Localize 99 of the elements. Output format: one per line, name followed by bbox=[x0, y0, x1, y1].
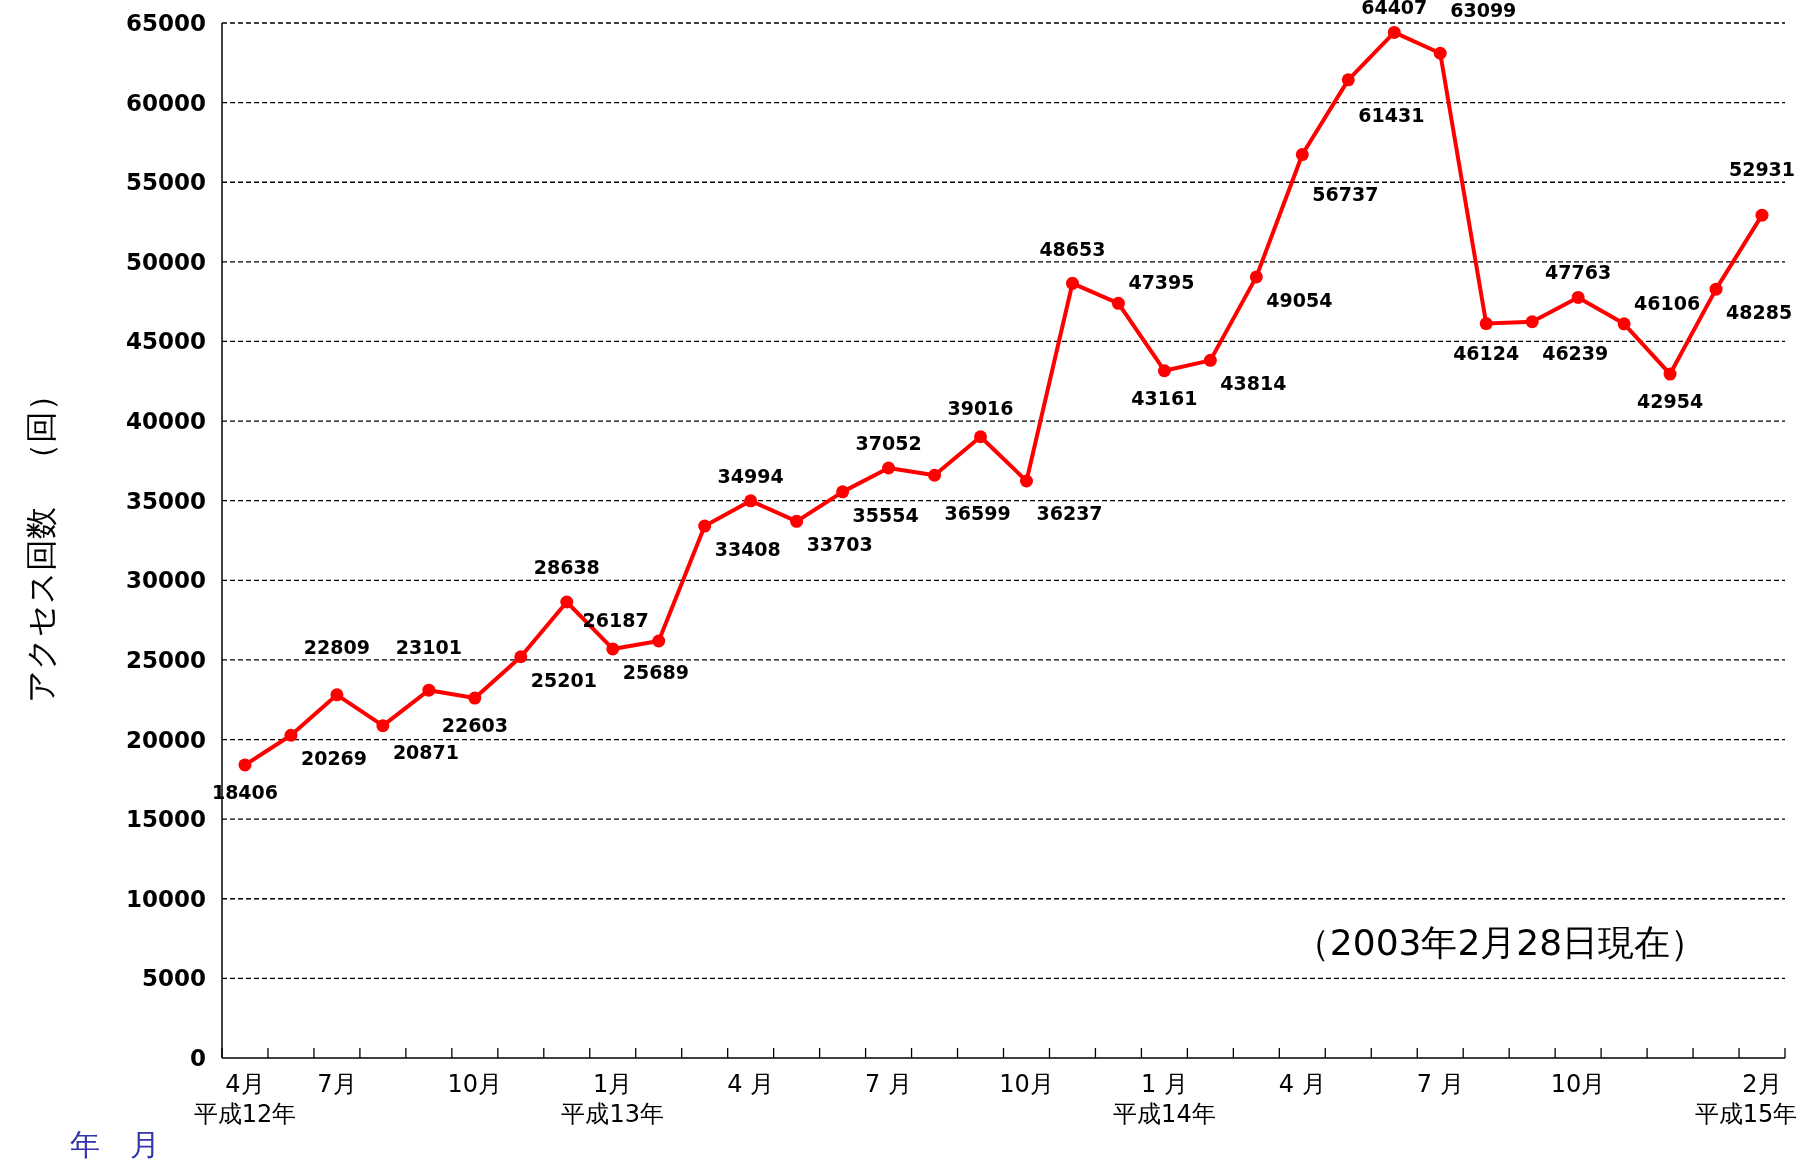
data-label: 43161 bbox=[1131, 386, 1198, 409]
data-label: 46239 bbox=[1542, 342, 1609, 365]
point bbox=[836, 485, 850, 499]
y-tick-label: 45000 bbox=[125, 328, 206, 355]
data-label: 34994 bbox=[717, 464, 784, 487]
point bbox=[882, 461, 896, 475]
data-label: 48285 bbox=[1726, 301, 1793, 324]
y-tick-label: 35000 bbox=[125, 487, 206, 514]
data-label: 35554 bbox=[852, 503, 919, 526]
x-tick-label: 2月 bbox=[1742, 1070, 1782, 1098]
text: 平成12年 bbox=[193, 1100, 297, 1128]
point bbox=[1755, 208, 1769, 222]
data-label: 33408 bbox=[714, 538, 781, 561]
data-label: 36237 bbox=[1036, 501, 1103, 524]
point bbox=[698, 519, 712, 533]
y-tick-label: 65000 bbox=[125, 10, 206, 36]
text: 平成13年 bbox=[561, 1100, 665, 1128]
point bbox=[1709, 282, 1723, 296]
point bbox=[1433, 46, 1447, 60]
data-label: 42954 bbox=[1637, 390, 1704, 413]
x-tick-label: 10月 bbox=[999, 1070, 1054, 1098]
point bbox=[1479, 317, 1493, 331]
data-label: 28638 bbox=[533, 556, 600, 579]
data-label: 25201 bbox=[530, 668, 597, 691]
data-label: 37052 bbox=[855, 432, 922, 455]
point bbox=[928, 468, 942, 482]
y-axis-title: アクセス回数 （回） bbox=[22, 378, 60, 703]
point bbox=[422, 683, 436, 697]
point bbox=[606, 642, 620, 656]
data-label: 22603 bbox=[441, 714, 508, 737]
x-tick-label: 10月 bbox=[447, 1070, 503, 1098]
point bbox=[1617, 317, 1631, 331]
data-label: 36599 bbox=[944, 501, 1011, 524]
y-tick-label: 0 bbox=[189, 1045, 206, 1071]
point bbox=[330, 688, 344, 702]
data-label: 47395 bbox=[1128, 271, 1195, 294]
x-axis-title: 年 月 bbox=[70, 1127, 160, 1162]
point bbox=[1387, 25, 1401, 39]
y-tick-label: 15000 bbox=[125, 806, 206, 833]
data-label: 43814 bbox=[1220, 372, 1287, 395]
data-label: 25689 bbox=[622, 660, 689, 683]
data-label: 22809 bbox=[303, 635, 370, 658]
x-tick-label: 4月 bbox=[225, 1070, 265, 1098]
x-tick-label: 1月 bbox=[593, 1070, 633, 1098]
data-label: 33703 bbox=[806, 533, 873, 556]
x-tick-label: 10月 bbox=[1550, 1070, 1606, 1098]
point bbox=[1203, 353, 1217, 367]
data-label: 64407 bbox=[1361, 0, 1428, 19]
data-label: 46124 bbox=[1453, 342, 1520, 365]
x-tick-label: 7 月 bbox=[1416, 1070, 1464, 1098]
point bbox=[974, 430, 988, 444]
point bbox=[652, 634, 666, 648]
y-tick-label: 25000 bbox=[125, 646, 206, 673]
x-tick-label: 7 月 bbox=[865, 1070, 913, 1098]
point bbox=[1111, 296, 1125, 310]
y-tick-label: 55000 bbox=[125, 169, 206, 196]
annotation: （2003年2月28日現在） bbox=[1293, 922, 1707, 963]
point bbox=[1525, 315, 1539, 329]
point bbox=[744, 494, 758, 508]
point bbox=[560, 595, 574, 609]
data-label: 46106 bbox=[1634, 291, 1701, 314]
data-label: 49054 bbox=[1266, 288, 1333, 311]
point bbox=[1157, 364, 1171, 378]
y-tick-label: 30000 bbox=[125, 567, 206, 594]
y-tick-label: 40000 bbox=[125, 408, 206, 435]
x-tick-label: 7月 bbox=[317, 1070, 357, 1098]
point bbox=[284, 728, 298, 742]
point bbox=[1065, 276, 1079, 290]
data-label: 52931 bbox=[1728, 158, 1796, 181]
data-label: 23101 bbox=[395, 635, 462, 658]
data-label: 20269 bbox=[300, 747, 368, 770]
data-label: 61431 bbox=[1358, 103, 1425, 126]
point bbox=[790, 514, 804, 528]
data-label: 47763 bbox=[1545, 261, 1612, 284]
y-tick-label: 50000 bbox=[125, 248, 206, 275]
y-tick-label: 60000 bbox=[125, 89, 206, 116]
point bbox=[1249, 270, 1263, 284]
point bbox=[238, 758, 252, 772]
data-label: 48653 bbox=[1039, 237, 1106, 260]
point bbox=[1019, 474, 1033, 488]
data-label: 63099 bbox=[1450, 0, 1517, 21]
point bbox=[468, 691, 482, 705]
point bbox=[514, 650, 528, 664]
point bbox=[1295, 148, 1309, 162]
y-tick-label: 20000 bbox=[125, 726, 206, 753]
x-tick-label: 4 月 bbox=[727, 1070, 775, 1098]
text: 平成15年 bbox=[1694, 1100, 1798, 1128]
point bbox=[1341, 73, 1355, 87]
data-label: 56737 bbox=[1312, 183, 1379, 206]
x-tick-label: 1 月 bbox=[1140, 1070, 1188, 1098]
point bbox=[1571, 290, 1585, 304]
point bbox=[376, 719, 390, 733]
data-label: 39016 bbox=[947, 397, 1014, 420]
text: 平成14年 bbox=[1113, 1100, 1216, 1128]
data-label: 20871 bbox=[392, 740, 460, 763]
point bbox=[1663, 367, 1677, 381]
y-tick-label: 5000 bbox=[141, 965, 206, 992]
y-tick-label: 10000 bbox=[125, 885, 206, 912]
x-tick-label: 4 月 bbox=[1278, 1070, 1326, 1098]
